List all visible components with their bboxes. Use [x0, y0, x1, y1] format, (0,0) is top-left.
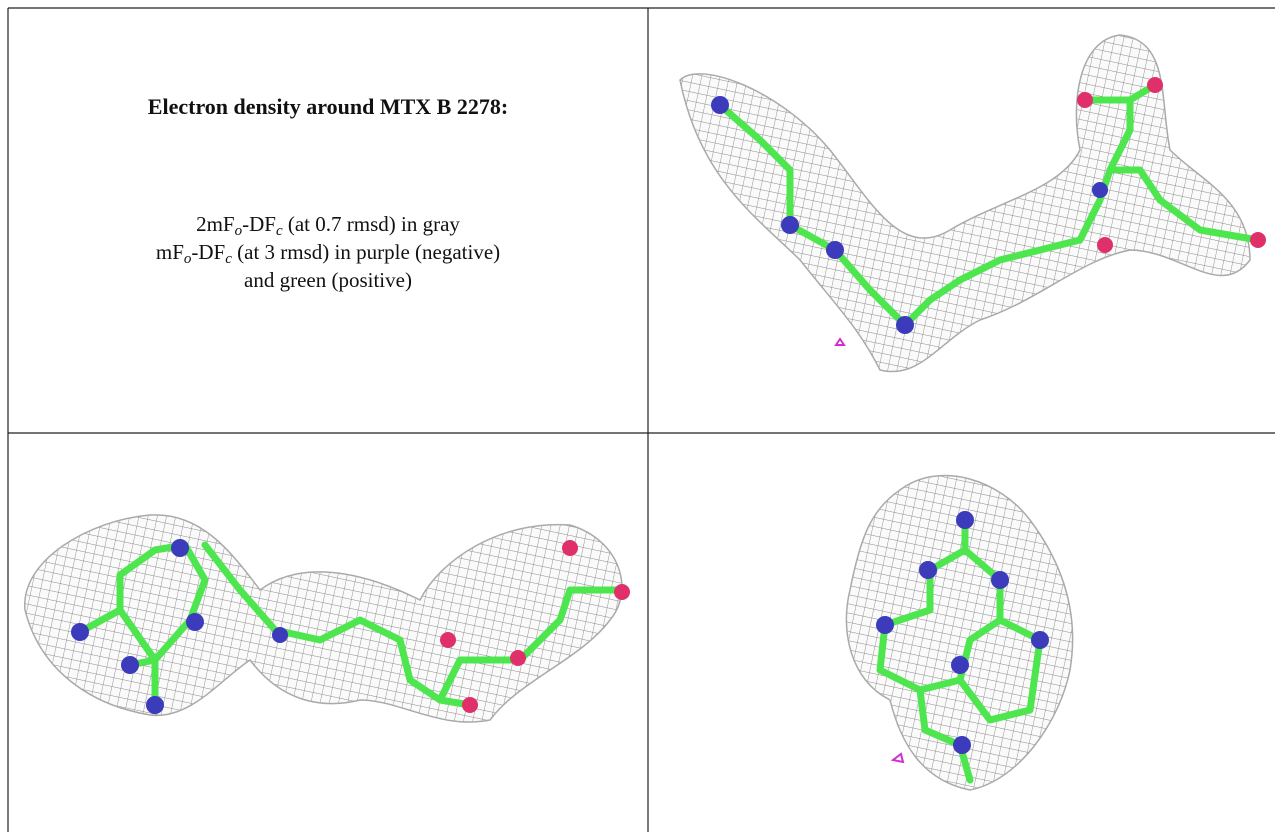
- caption-line: mFo-DFc (at 3 rmsd) in purple (negative): [8, 238, 648, 266]
- caption-line: 2mFo-DFc (at 0.7 rmsd) in gray: [8, 210, 648, 238]
- text-segment: and green (positive): [244, 268, 412, 292]
- text-segment: (at 0.7 rmsd) in gray: [283, 212, 460, 236]
- text-segment: mF: [156, 240, 184, 264]
- text-segment: -DF: [191, 240, 225, 264]
- page: Electron density around MTX B 2278: 2mFo…: [0, 0, 1275, 832]
- title: Electron density around MTX B 2278:: [8, 94, 648, 120]
- subscript: o: [235, 223, 243, 239]
- subscript: c: [276, 223, 283, 239]
- text-segment: -DF: [242, 212, 276, 236]
- density-view-1: [680, 35, 1266, 372]
- caption-line: and green (positive): [8, 266, 648, 294]
- text-segment: (at 3 rmsd) in purple (negative): [232, 240, 500, 264]
- density-view-2: [25, 515, 630, 722]
- text-cell: Electron density around MTX B 2278: 2mFo…: [8, 8, 648, 433]
- subscript: c: [225, 251, 232, 267]
- text-segment: 2mF: [196, 212, 235, 236]
- density-view-3: [846, 476, 1072, 790]
